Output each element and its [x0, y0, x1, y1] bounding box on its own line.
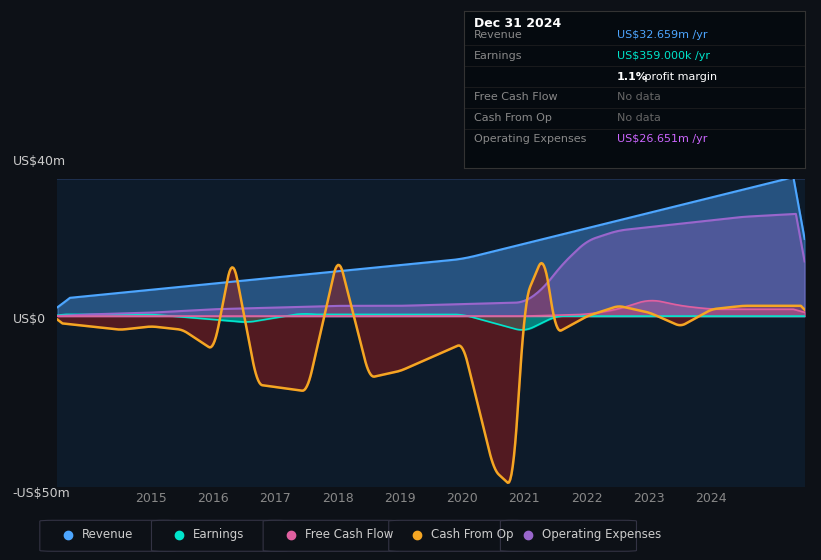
Text: Operating Expenses: Operating Expenses	[474, 134, 586, 144]
Text: No data: No data	[617, 113, 661, 123]
FancyBboxPatch shape	[152, 520, 287, 551]
Text: US$359.000k /yr: US$359.000k /yr	[617, 50, 710, 60]
Text: US$0: US$0	[12, 313, 46, 326]
FancyBboxPatch shape	[263, 520, 399, 551]
Text: US$32.659m /yr: US$32.659m /yr	[617, 30, 708, 40]
Text: 1.1%: 1.1%	[617, 72, 648, 82]
Text: Operating Expenses: Operating Expenses	[543, 528, 662, 542]
Text: -US$50m: -US$50m	[12, 487, 71, 500]
Text: Earnings: Earnings	[474, 50, 523, 60]
Text: Free Cash Flow: Free Cash Flow	[305, 528, 393, 542]
Text: Revenue: Revenue	[82, 528, 133, 542]
FancyBboxPatch shape	[39, 520, 176, 551]
Text: US$40m: US$40m	[12, 155, 66, 167]
Text: Dec 31 2024: Dec 31 2024	[474, 17, 562, 30]
Text: Earnings: Earnings	[194, 528, 245, 542]
Text: Cash From Op: Cash From Op	[431, 528, 513, 542]
Text: Cash From Op: Cash From Op	[474, 113, 552, 123]
Text: profit margin: profit margin	[641, 72, 718, 82]
Text: US$26.651m /yr: US$26.651m /yr	[617, 134, 708, 144]
Text: Free Cash Flow: Free Cash Flow	[474, 92, 557, 102]
Text: No data: No data	[617, 92, 661, 102]
Text: Revenue: Revenue	[474, 30, 523, 40]
FancyBboxPatch shape	[500, 520, 636, 551]
FancyBboxPatch shape	[389, 520, 525, 551]
